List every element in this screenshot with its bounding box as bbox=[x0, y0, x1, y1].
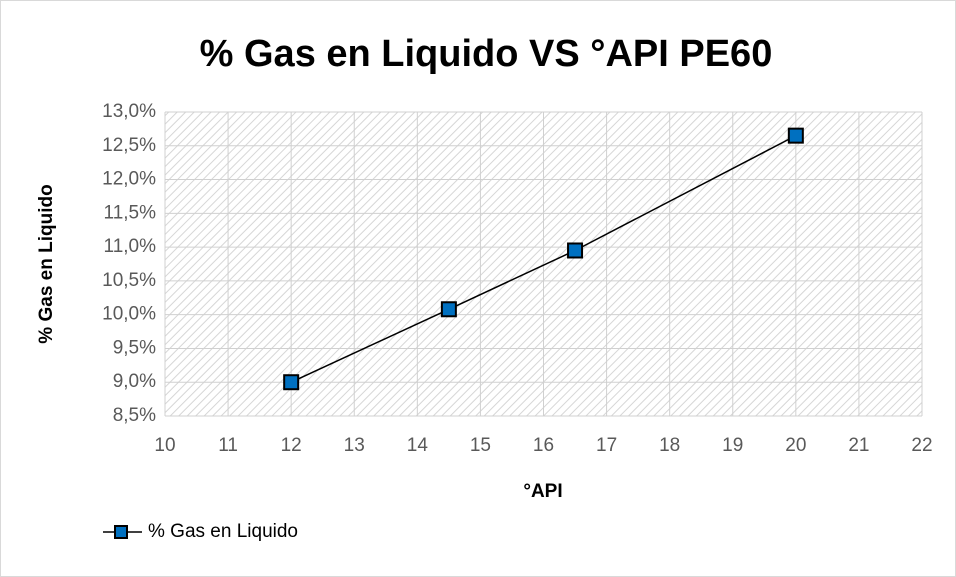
x-tick-label: 10 bbox=[154, 435, 175, 456]
marker bbox=[440, 301, 457, 318]
legend-label: % Gas en Liquido bbox=[148, 521, 298, 542]
x-tick-label: 21 bbox=[848, 435, 869, 456]
y-tick-label: 12,5% bbox=[102, 135, 156, 156]
x-tick-label: 13 bbox=[344, 435, 365, 456]
marker bbox=[283, 374, 300, 391]
y-tick-label: 10,5% bbox=[102, 270, 156, 291]
x-tick-label: 19 bbox=[722, 435, 743, 456]
y-tick-label: 13,0% bbox=[102, 101, 156, 122]
marker bbox=[787, 127, 804, 144]
x-tick-label: 11 bbox=[218, 435, 238, 456]
y-tick-label: 8,5% bbox=[113, 405, 156, 426]
y-tick-label: 9,5% bbox=[113, 337, 156, 358]
x-tick-label: 17 bbox=[596, 435, 617, 456]
x-tick-label: 15 bbox=[470, 435, 491, 456]
y-axis-label: % Gas en Liquido bbox=[36, 184, 57, 343]
x-tick-label: 12 bbox=[281, 435, 302, 456]
chart-title: % Gas en Liquido VS °API PE60 bbox=[200, 33, 773, 75]
y-tick-label: 9,0% bbox=[113, 371, 156, 392]
x-tick-label: 18 bbox=[659, 435, 680, 456]
x-tick-label: 22 bbox=[911, 435, 932, 456]
series-line bbox=[290, 134, 797, 383]
y-tick-label: 12,0% bbox=[102, 169, 156, 190]
x-axis-label: °API bbox=[523, 481, 562, 502]
y-tick-label: 11,5% bbox=[104, 202, 157, 223]
legend-marker bbox=[114, 525, 128, 539]
y-tick-label: 10,0% bbox=[102, 304, 156, 325]
x-tick-label: 20 bbox=[785, 435, 806, 456]
x-tick-label: 16 bbox=[533, 435, 554, 456]
y-tick-label: 11,0% bbox=[104, 236, 157, 257]
x-tick-label: 14 bbox=[407, 435, 429, 456]
marker bbox=[567, 242, 584, 259]
